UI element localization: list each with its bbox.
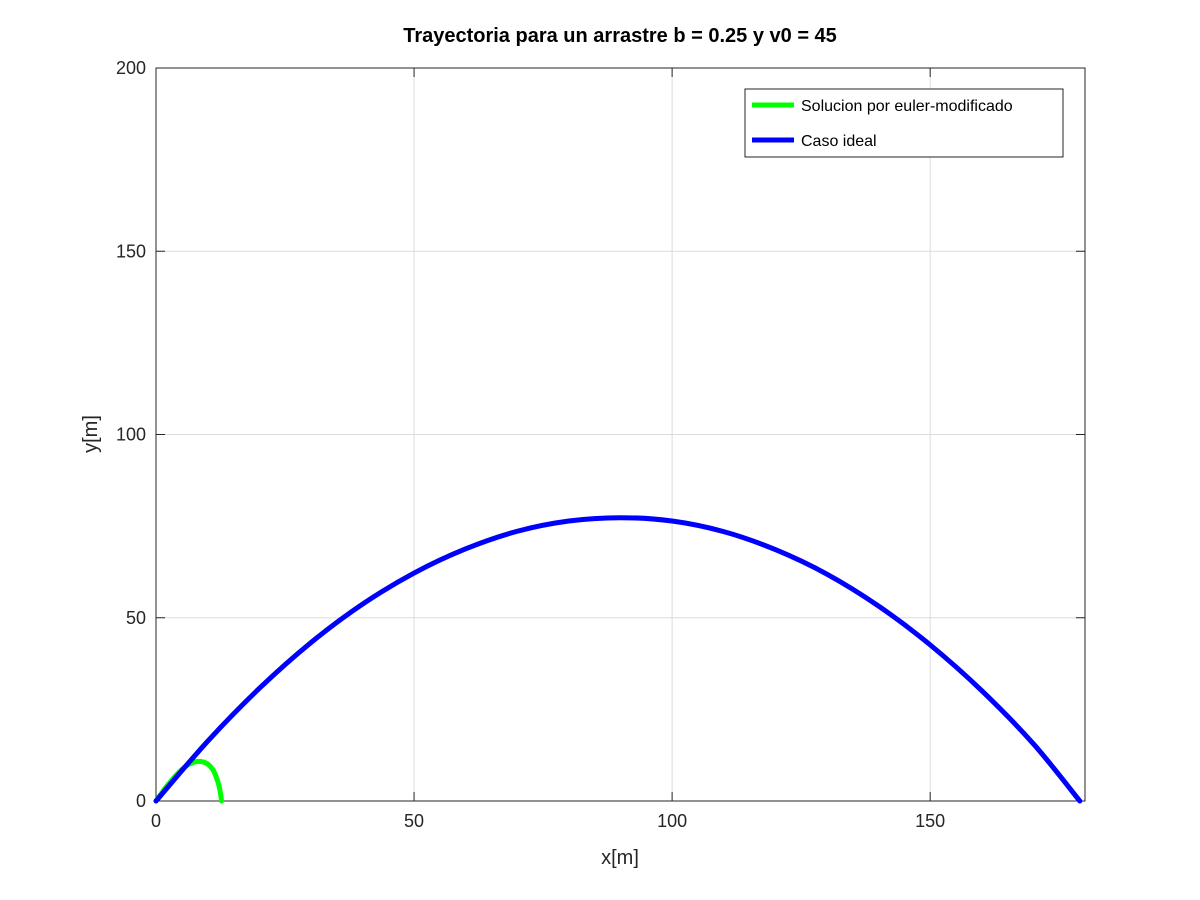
y-tick-label: 0	[136, 791, 146, 811]
x-tick-label: 100	[657, 811, 687, 831]
y-tick-label: 150	[116, 241, 146, 261]
legend: Solucion por euler-modificado Caso ideal	[744, 88, 1064, 158]
y-tick-label: 100	[116, 425, 146, 445]
x-tick-label: 0	[151, 811, 161, 831]
legend-box	[744, 88, 1064, 158]
x-tick-label: 150	[915, 811, 945, 831]
legend-entry-ideal: Caso ideal	[801, 133, 877, 150]
x-axis-label: x[m]	[601, 847, 639, 869]
series-layer	[153, 515, 1083, 804]
series-line-caso-ideal	[153, 515, 1083, 804]
x-tick-label: 50	[404, 811, 424, 831]
y-axis-label: y[m]	[80, 415, 102, 453]
axis-ticks: 0 50 100 150 0 50 100 150 200	[116, 58, 1085, 831]
legend-entry-euler: Solucion por euler-modificado	[801, 98, 1013, 115]
y-tick-label: 50	[126, 608, 146, 628]
y-tick-label: 200	[116, 58, 146, 78]
chart-title: Trayectoria para un arrastre b = 0.25 y …	[403, 25, 837, 47]
